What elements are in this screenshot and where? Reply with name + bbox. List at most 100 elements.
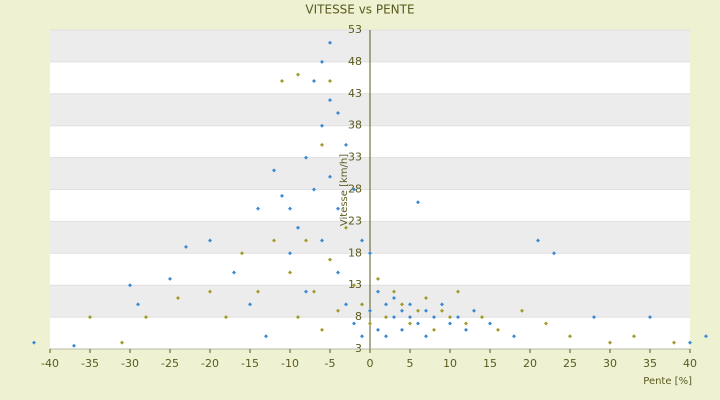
scatter-point: [408, 302, 412, 307]
scatter-point: [400, 302, 404, 307]
scatter-point: [344, 302, 348, 307]
x-tick-label: 40: [683, 357, 697, 370]
scatter-point: [280, 79, 284, 84]
scatter-point: [176, 295, 180, 300]
scatter-point: [320, 327, 324, 332]
scatter-point: [360, 334, 364, 339]
x-tick-label: 5: [407, 357, 414, 370]
scatter-point: [264, 334, 268, 339]
scatter-point: [368, 308, 372, 313]
scatter-point: [120, 340, 124, 345]
y-tick-label: 53: [348, 23, 362, 36]
scatter-point: [336, 110, 340, 115]
scatter-point: [240, 251, 244, 256]
scatter-point: [568, 334, 572, 339]
scatter-point: [296, 72, 300, 77]
scatter-point: [416, 308, 420, 313]
scatter-point: [312, 289, 316, 294]
y-tick-label: 48: [348, 55, 362, 68]
scatter-point: [296, 315, 300, 320]
scatter-point: [336, 308, 340, 313]
scatter-point: [432, 327, 436, 332]
scatter-point: [552, 251, 556, 256]
x-tick-label: 20: [523, 357, 537, 370]
scatter-point: [320, 123, 324, 128]
scatter-point: [224, 315, 228, 320]
scatter-point: [456, 315, 460, 320]
x-axis-title: Pente [%]: [643, 376, 692, 387]
scatter-point: [408, 321, 412, 326]
scatter-point: [424, 334, 428, 339]
scatter-point: [440, 308, 444, 313]
scatter-point: [272, 168, 276, 173]
scatter-point: [376, 327, 380, 332]
y-tick-label: 43: [348, 87, 362, 100]
x-tick-label: -40: [41, 357, 59, 370]
scatter-point: [320, 59, 324, 64]
y-tick-label: 33: [348, 151, 362, 164]
x-tick-label: -30: [121, 357, 139, 370]
scatter-point: [376, 289, 380, 294]
scatter-point: [424, 308, 428, 313]
scatter-point: [296, 225, 300, 230]
y-tick-label: 18: [348, 246, 362, 259]
x-tick-label: -35: [81, 357, 99, 370]
scatter-point: [704, 334, 708, 339]
scatter-point: [448, 315, 452, 320]
scatter-point: [72, 343, 76, 348]
scatter-point: [488, 321, 492, 326]
scatter-point: [280, 193, 284, 198]
scatter-point: [440, 302, 444, 307]
x-tick-label: -20: [201, 357, 219, 370]
scatter-point: [384, 315, 388, 320]
scatter-point: [400, 308, 404, 313]
scatter-point: [168, 276, 172, 281]
scatter-point: [288, 206, 292, 211]
scatter-point: [232, 270, 236, 275]
scatter-point: [360, 302, 364, 307]
scatter-point: [392, 289, 396, 294]
scatter-point: [360, 238, 364, 243]
scatter-point: [248, 302, 252, 307]
y-tick-label: 23: [348, 214, 362, 227]
scatter-point: [520, 308, 524, 313]
scatter-point: [328, 257, 332, 262]
scatter-point: [344, 142, 348, 147]
scatter-point: [448, 321, 452, 326]
scatter-point: [536, 238, 540, 243]
chart-title: VITESSE vs PENTE: [305, 3, 414, 17]
scatter-point: [392, 295, 396, 300]
scatter-point: [384, 302, 388, 307]
scatter-point: [408, 315, 412, 320]
scatter-point: [464, 321, 468, 326]
scatter-point: [672, 340, 676, 345]
scatter-point: [496, 327, 500, 332]
x-tick-label: -10: [281, 357, 299, 370]
scatter-point: [352, 283, 356, 288]
scatter-point: [416, 200, 420, 205]
scatter-point: [320, 238, 324, 243]
scatter-point: [592, 315, 596, 320]
scatter-point: [384, 334, 388, 339]
x-tick-label: -5: [325, 357, 336, 370]
x-tick-label: 10: [443, 357, 457, 370]
scatter-point: [336, 206, 340, 211]
x-tick-label: 15: [483, 357, 497, 370]
x-tick-label: 25: [563, 357, 577, 370]
scatter-point: [320, 142, 324, 147]
scatter-point: [400, 327, 404, 332]
scatter-point: [208, 238, 212, 243]
scatter-point: [688, 340, 692, 345]
x-tick-label: 30: [603, 357, 617, 370]
scatter-point: [312, 187, 316, 192]
scatter-point: [328, 174, 332, 179]
scatter-point: [144, 315, 148, 320]
scatter-point: [424, 295, 428, 300]
scatter-point: [544, 321, 548, 326]
scatter-point: [208, 289, 212, 294]
scatter-point: [352, 187, 356, 192]
scatter-point: [288, 270, 292, 275]
scatter-point: [352, 321, 356, 326]
scatter-point: [432, 315, 436, 320]
scatter-point: [480, 315, 484, 320]
